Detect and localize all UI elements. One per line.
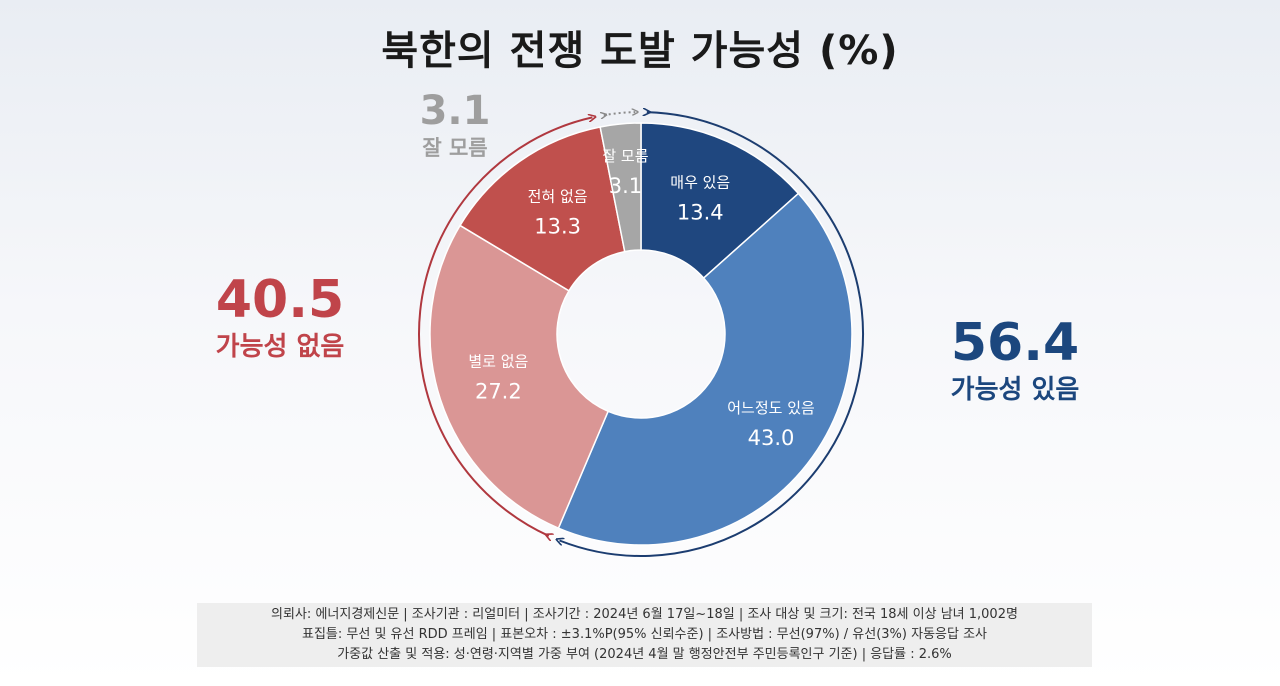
slice-very-likely [640, 122, 800, 280]
footnote-line-3: 가중값 산출 및 적용: 성·연령·지역별 가중 부여 (2024년 4월 말 … [337, 647, 952, 662]
slice-value-not-very-likely: 27.2 [475, 379, 522, 403]
positive-total-label: 가능성 있음 [950, 375, 1080, 405]
unknown-total-value: 3.1 [419, 88, 491, 134]
survey-footnote: 의뢰사: 에너지경제신문 | 조사기관 : 리얼미터 | 조사기간 : 2024… [197, 603, 1092, 667]
slice-label-not-at-all: 전혀 없음 [528, 187, 588, 205]
negative-group: 40.5 가능성 없음 [180, 270, 380, 364]
slice-label-somewhat-likely: 어느정도 있음 [727, 399, 815, 417]
footnote-line-2: 표집틀: 무선 및 유선 RDD 프레임 | 표본오차 : ±3.1%P(95%… [302, 627, 987, 642]
unknown-total-label: 잘 모름 [422, 136, 488, 160]
slice-value-very-likely: 13.4 [677, 201, 724, 225]
unknown-group: 3.1 잘 모름 [395, 88, 515, 162]
positive-group: 56.4 가능성 있음 [915, 313, 1115, 407]
slice-label-dont-know: 잘 모름 [602, 147, 648, 165]
negative-total-label: 가능성 없음 [215, 332, 345, 362]
slice-label-not-very-likely: 별로 없음 [468, 352, 528, 370]
unknown-bracket-arc [604, 112, 635, 115]
positive-total-value: 56.4 [950, 313, 1080, 373]
positive-bracket-arc [559, 112, 864, 557]
slice-value-not-at-all: 13.3 [534, 214, 581, 238]
slice-value-dont-know: 3.1 [609, 174, 642, 198]
footnote-line-1: 의뢰사: 에너지경제신문 | 조사기관 : 리얼미터 | 조사기간 : 2024… [271, 607, 1018, 622]
negative-bracket-arc [418, 117, 592, 536]
slice-value-somewhat-likely: 43.0 [748, 426, 795, 450]
negative-total-value: 40.5 [215, 270, 345, 330]
slice-label-very-likely: 매우 있음 [670, 174, 730, 192]
chart-title: 북한의 전쟁 도발 가능성 (%) [381, 28, 899, 74]
